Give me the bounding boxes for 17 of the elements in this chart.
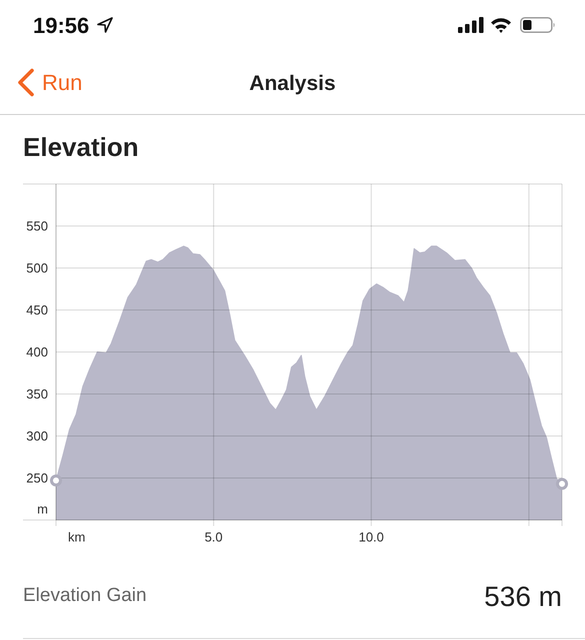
x-tick-label: 10.0: [358, 530, 384, 544]
chart-title: Elevation: [23, 132, 139, 162]
y-tick-label: 300: [26, 428, 48, 444]
y-tick-label: 400: [26, 344, 48, 360]
text: Run: [42, 70, 82, 95]
y-tick-label: 250: [26, 470, 48, 486]
x-axis-title: km: [68, 530, 86, 544]
y-tick-label: 450: [26, 302, 48, 318]
y-tick-label: 550: [26, 218, 48, 234]
text: Elevation Gain: [23, 585, 147, 606]
y-tick-label: 500: [26, 260, 48, 276]
x-tick-label: 5.0: [204, 530, 223, 544]
y-axis-title: m: [37, 502, 48, 516]
text: 536 m: [484, 581, 562, 612]
text: Analysis: [249, 72, 336, 95]
y-tick-label: 350: [26, 386, 48, 402]
text: 19:56: [33, 13, 90, 38]
